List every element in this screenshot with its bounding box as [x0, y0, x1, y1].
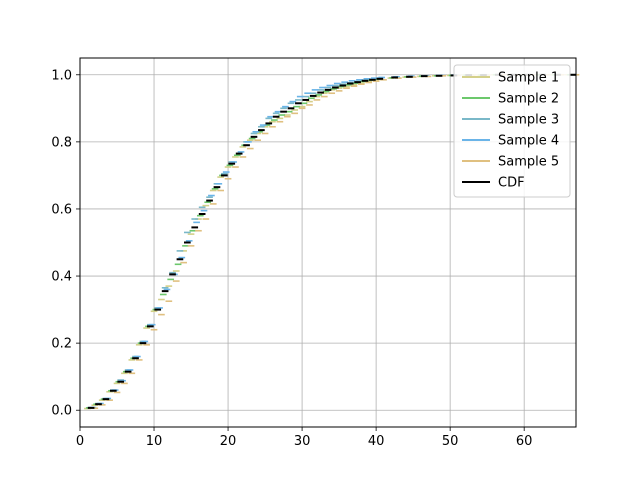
legend-label: Sample 2 [498, 92, 559, 107]
legend-label: Sample 5 [498, 155, 559, 170]
y-tick-label: 0.4 [51, 270, 72, 285]
plot-frame [79, 57, 577, 428]
legend-label: Sample 4 [498, 134, 559, 149]
series-sample-1 [84, 73, 572, 410]
legend: Sample 1 Sample 2 Sample 3 Sample 4 Sample 5… [453, 64, 571, 198]
y-tick-label: 0.2 [51, 337, 72, 352]
x-tick-label: 40 [368, 434, 385, 449]
x-tick-label: 0 [76, 434, 84, 449]
axis-ticks: 0 10 20 30 40 50 60 0.0 0.2 0.4 0.6 0.8 1.0 [51, 68, 532, 449]
legend-label: Sample 1 [498, 71, 559, 86]
x-tick-label: 60 [516, 434, 533, 449]
y-tick-label: 1.0 [51, 68, 72, 83]
y-tick-label: 0.0 [51, 404, 72, 419]
grid-lines [79, 58, 576, 427]
x-tick-label: 50 [442, 434, 459, 449]
x-tick-label: 30 [294, 434, 311, 449]
legend-label: Sample 3 [498, 113, 559, 128]
x-tick-label: 20 [220, 434, 237, 449]
x-tick-label: 10 [146, 434, 163, 449]
y-tick-label: 0.8 [51, 135, 72, 150]
y-tick-label: 0.6 [51, 202, 72, 217]
legend-label: CDF [498, 176, 525, 191]
